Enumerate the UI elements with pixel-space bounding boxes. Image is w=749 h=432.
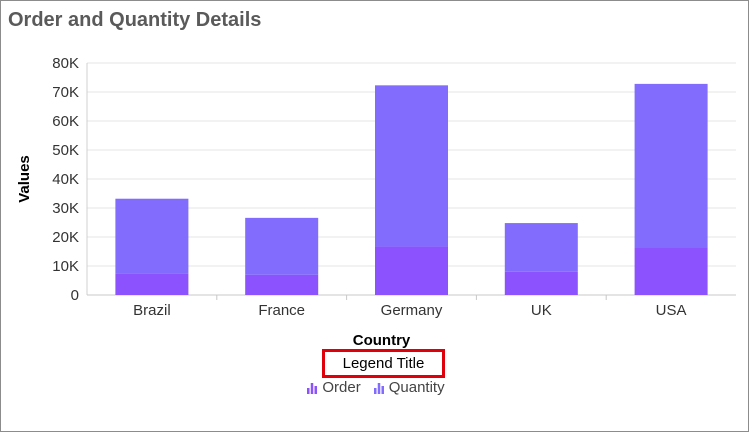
bar-quantity-uk[interactable]: [504, 223, 578, 272]
legend: Order Quantity: [1, 379, 749, 396]
x-tick-label: France: [258, 302, 305, 319]
bar-order-uk[interactable]: [504, 271, 578, 295]
bar-chart-icon: [307, 382, 318, 394]
legend-label-order: Order: [322, 379, 361, 396]
legend-label-quantity: Quantity: [388, 379, 445, 396]
bar-chart-icon: [373, 382, 384, 394]
x-axis-title: Country: [353, 332, 411, 349]
x-tick-label: USA: [656, 302, 687, 319]
bar-order-germany[interactable]: [375, 246, 448, 295]
bar-order-brazil[interactable]: [115, 273, 189, 295]
x-tick-label: Germany: [381, 302, 443, 319]
page-title: Order and Quantity Details: [8, 9, 262, 31]
bar-order-usa[interactable]: [634, 247, 708, 295]
legend-title: Legend Title: [322, 349, 445, 378]
legend-item-order[interactable]: Order: [306, 379, 361, 396]
bar-quantity-france[interactable]: [245, 217, 319, 275]
y-tick-label: 30K: [52, 200, 79, 217]
y-axis-title: Values: [16, 155, 33, 203]
y-tick-label: 80K: [52, 55, 79, 72]
x-tick-label: Brazil: [133, 302, 171, 319]
y-tick-label: 40K: [52, 171, 79, 188]
y-tick-label: 70K: [52, 84, 79, 101]
y-tick-label: 60K: [52, 113, 79, 130]
bar-quantity-brazil[interactable]: [115, 198, 189, 274]
x-tick-label: UK: [531, 302, 552, 319]
y-tick-label: 10K: [52, 258, 79, 275]
y-tick-label: 50K: [52, 142, 79, 159]
bar-order-france[interactable]: [245, 274, 319, 295]
y-tick-label: 20K: [52, 229, 79, 246]
bar-quantity-usa[interactable]: [634, 83, 708, 248]
bar-quantity-germany[interactable]: [375, 85, 448, 247]
legend-item-quantity[interactable]: Quantity: [373, 379, 445, 396]
y-tick-label: 0: [71, 287, 79, 304]
